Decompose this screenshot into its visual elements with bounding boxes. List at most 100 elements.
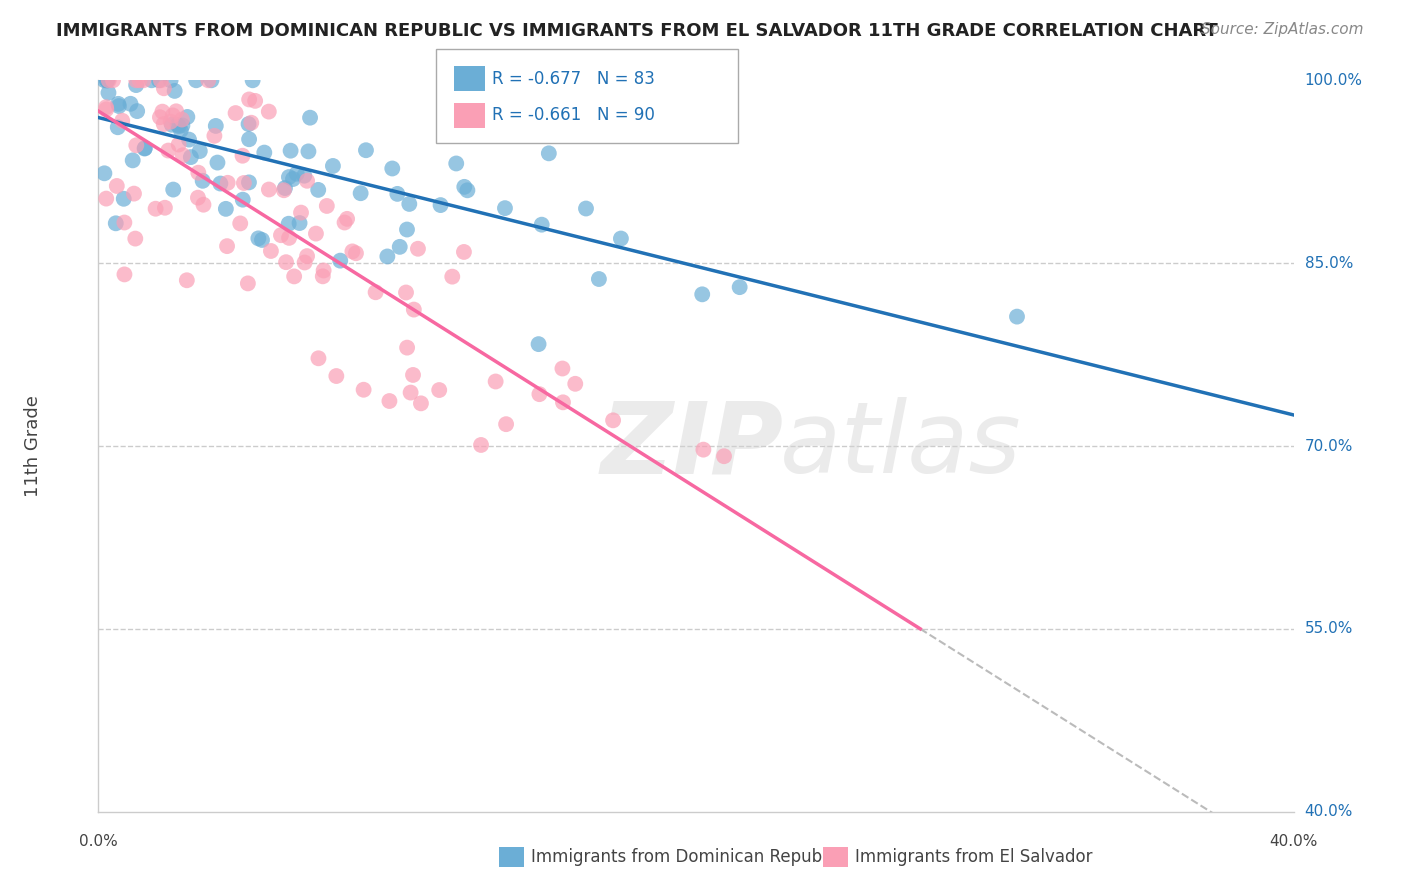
Point bbox=[240, 116, 263, 130]
Point bbox=[193, 197, 215, 211]
Point bbox=[260, 244, 283, 258]
Point bbox=[172, 119, 194, 133]
Point bbox=[453, 244, 475, 259]
Point bbox=[283, 269, 305, 284]
Point bbox=[134, 142, 156, 156]
Point bbox=[485, 375, 508, 389]
Point bbox=[127, 104, 149, 119]
Point bbox=[112, 192, 135, 206]
Point bbox=[395, 285, 418, 300]
Point bbox=[101, 73, 124, 87]
Point bbox=[121, 153, 143, 168]
Point bbox=[152, 104, 174, 119]
Text: Immigrants from Dominican Republic: Immigrants from Dominican Republic bbox=[531, 848, 841, 866]
Point bbox=[186, 73, 208, 87]
Point bbox=[250, 233, 273, 247]
Point bbox=[344, 246, 367, 260]
Point bbox=[253, 145, 276, 160]
Point bbox=[399, 385, 422, 400]
Point bbox=[257, 182, 280, 196]
Point bbox=[177, 133, 200, 147]
Point bbox=[96, 103, 118, 117]
Point bbox=[238, 175, 260, 189]
Point bbox=[108, 99, 131, 113]
Point bbox=[381, 161, 404, 176]
Point bbox=[325, 369, 347, 384]
Point bbox=[396, 341, 419, 355]
Point bbox=[225, 106, 247, 120]
Point bbox=[217, 176, 239, 190]
Point bbox=[187, 166, 209, 180]
Point bbox=[187, 191, 209, 205]
Text: Source: ZipAtlas.com: Source: ZipAtlas.com bbox=[1201, 22, 1364, 37]
Text: atlas: atlas bbox=[779, 398, 1021, 494]
Point bbox=[329, 253, 352, 268]
Point bbox=[456, 183, 478, 197]
Point bbox=[692, 442, 714, 457]
Point bbox=[170, 123, 193, 137]
Point bbox=[162, 108, 184, 122]
Point bbox=[159, 73, 181, 87]
Point bbox=[97, 73, 120, 87]
Point bbox=[145, 202, 167, 216]
Point bbox=[1005, 310, 1028, 324]
Point bbox=[107, 120, 129, 135]
Point bbox=[257, 104, 280, 119]
Point bbox=[236, 277, 259, 291]
Point bbox=[453, 179, 475, 194]
Point bbox=[200, 73, 222, 87]
Point bbox=[378, 394, 401, 409]
Point bbox=[406, 242, 429, 256]
Point bbox=[231, 149, 253, 163]
Point bbox=[197, 73, 219, 87]
Text: IMMIGRANTS FROM DOMINICAN REPUBLIC VS IMMIGRANTS FROM EL SALVADOR 11TH GRADE COR: IMMIGRANTS FROM DOMINICAN REPUBLIC VS IM… bbox=[56, 22, 1218, 40]
Text: 40.0%: 40.0% bbox=[1270, 834, 1317, 848]
Point bbox=[312, 263, 335, 277]
Point bbox=[427, 383, 450, 397]
Point bbox=[125, 73, 148, 87]
Point bbox=[104, 216, 127, 230]
Point bbox=[162, 183, 184, 197]
Point bbox=[444, 156, 467, 170]
Text: 40.0%: 40.0% bbox=[1305, 805, 1353, 819]
Text: 55.0%: 55.0% bbox=[1305, 622, 1353, 636]
Point bbox=[342, 244, 364, 259]
Point bbox=[188, 144, 211, 158]
Point bbox=[494, 201, 516, 215]
Point bbox=[148, 73, 170, 87]
Point bbox=[120, 96, 142, 111]
Point bbox=[128, 73, 150, 87]
Point bbox=[277, 169, 299, 184]
Point bbox=[149, 73, 172, 87]
Point bbox=[159, 114, 181, 128]
Point bbox=[307, 351, 329, 366]
Point bbox=[280, 144, 302, 158]
Point bbox=[690, 287, 713, 301]
Point bbox=[274, 181, 297, 195]
Point bbox=[114, 268, 136, 282]
Text: ZIP: ZIP bbox=[600, 398, 783, 494]
Point bbox=[165, 104, 187, 119]
Point bbox=[163, 84, 186, 98]
Point bbox=[112, 215, 135, 229]
Point bbox=[152, 117, 174, 131]
Point bbox=[288, 216, 311, 230]
Text: 11th Grade: 11th Grade bbox=[24, 395, 42, 497]
Point bbox=[333, 215, 356, 229]
Point bbox=[97, 73, 120, 87]
Point bbox=[349, 186, 371, 201]
Point bbox=[141, 73, 163, 87]
Text: R = -0.661   N = 90: R = -0.661 N = 90 bbox=[492, 106, 655, 124]
Point bbox=[160, 118, 183, 132]
Point bbox=[172, 148, 194, 162]
Point bbox=[364, 285, 387, 300]
Point bbox=[153, 81, 176, 95]
Point bbox=[530, 218, 553, 232]
Point bbox=[132, 73, 155, 87]
Point bbox=[281, 172, 304, 186]
Point bbox=[111, 113, 134, 128]
Point bbox=[295, 249, 318, 263]
Point bbox=[437, 121, 460, 136]
Text: 70.0%: 70.0% bbox=[1305, 439, 1353, 453]
Point bbox=[209, 177, 232, 191]
